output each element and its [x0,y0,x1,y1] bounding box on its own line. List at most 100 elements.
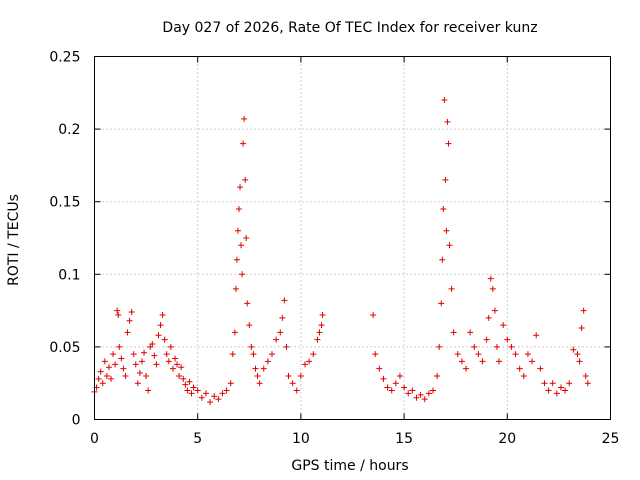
data-point [429,387,436,394]
data-point [141,349,148,356]
data-point [163,351,170,358]
data-point [243,235,250,241]
y-tick-label: 0.05 [49,340,80,356]
y-tick-labels: 0 0.05 0.1 0.15 0.2 0.25 [49,50,80,429]
data-point [126,317,133,324]
data-point [504,336,511,343]
data-point [388,387,395,394]
data-point [242,176,249,183]
data-point [496,358,503,365]
data-point [95,375,102,382]
data-point [161,336,168,343]
data-point [570,346,577,353]
data-point [582,372,589,379]
data-point [444,118,451,125]
data-point [116,343,123,350]
y-tick-label: 0.25 [49,50,80,66]
data-point [467,329,474,336]
data-point [176,372,183,379]
data-point [405,390,412,397]
data-point [491,307,498,314]
x-axis-label: GPS time / hours [291,458,408,474]
data-point [566,380,573,387]
data-point [167,343,174,350]
data-point [234,227,241,234]
data-point [244,300,251,307]
data-point [153,361,160,368]
data-point [112,361,119,368]
axis-ticks [94,56,611,420]
data-point [370,311,377,318]
data-point [384,384,391,391]
data-point [562,387,569,394]
data-point [512,351,519,358]
data-point [440,205,447,212]
data-point [446,242,453,249]
data-point [101,358,108,365]
data-point [215,396,222,403]
data-point [487,275,494,282]
data-point [310,351,317,358]
data-point [520,372,527,379]
data-point [508,343,515,350]
data-point [438,300,445,307]
data-point [401,384,408,391]
data-point [302,361,309,368]
data-point [128,309,135,316]
data-point [485,314,492,321]
data-point [297,372,304,379]
data-point [584,380,591,387]
data-point [108,375,115,382]
data-point [260,365,267,372]
data-point [471,343,478,350]
data-point [450,329,457,336]
data-point [516,365,523,372]
data-point [279,314,286,321]
x-tick-labels: 0 5 10 15 20 25 [90,431,619,447]
data-point [273,336,280,343]
data-point [277,329,284,336]
data-point [231,329,238,336]
data-point [240,140,247,147]
x-tick-label: 5 [193,431,202,447]
data-point [392,380,399,387]
y-tick-label: 0.15 [49,195,80,211]
data-point [169,365,176,372]
data-point [409,387,416,394]
data-point [235,205,242,212]
data-point [227,380,234,387]
data-point [130,351,137,358]
data-point [541,380,548,387]
data-point [529,358,536,365]
data-point [463,365,470,372]
data-point [443,227,450,234]
data-point [318,322,325,329]
data-point [314,336,321,343]
data-point [178,364,185,371]
data-point [157,322,164,329]
data-point [190,384,197,391]
data-point [578,325,585,332]
data-point [105,364,112,371]
data-point [293,387,300,394]
data-point [237,184,244,191]
data-point [264,358,271,365]
data-point [574,351,581,358]
data-point [580,307,587,314]
data-point [283,343,290,350]
data-point [413,394,420,401]
data-point [537,365,544,372]
x-tick-label: 25 [602,431,620,447]
data-point [145,387,152,394]
data-point [198,394,205,401]
data-point [421,396,428,403]
data-point [124,329,131,336]
data-point [425,390,432,397]
grid-lines [94,56,611,420]
data-point [188,390,195,397]
data-point [97,368,104,375]
data-point [239,271,246,278]
data-point [174,361,181,368]
data-point [103,372,110,379]
data-point [134,380,141,387]
